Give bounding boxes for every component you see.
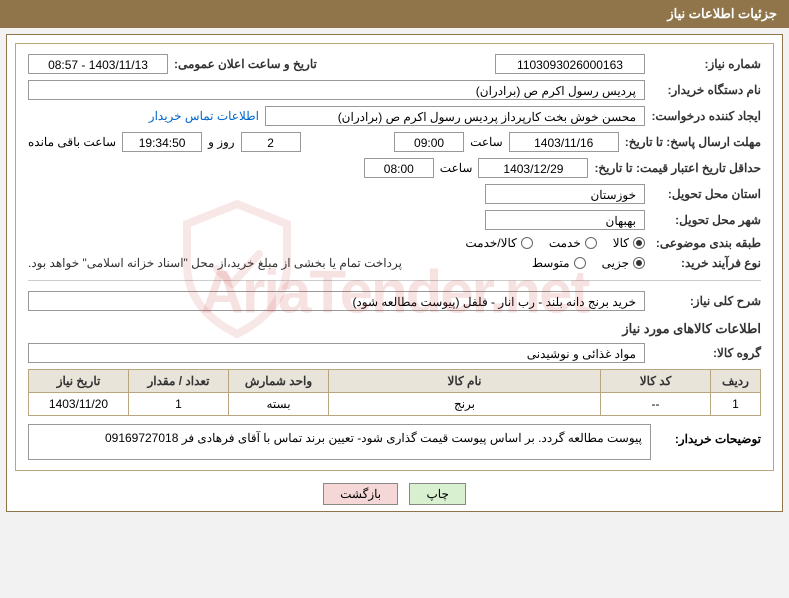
radio-icon bbox=[633, 257, 645, 269]
summary-label: شرح کلی نیاز: bbox=[651, 294, 761, 308]
row-requester: ایجاد کننده درخواست: محسن خوش بخت کارپرد… bbox=[28, 106, 761, 126]
radio-medium[interactable]: متوسط bbox=[532, 256, 586, 270]
radio-goods-service[interactable]: کالا/خدمت bbox=[465, 236, 532, 250]
th-unit: واحد شمارش bbox=[229, 370, 329, 393]
buyer-notes-box: توضیحات خریدار: پیوست مطالعه گردد. بر اس… bbox=[28, 424, 761, 460]
cell-row: 1 bbox=[711, 393, 761, 416]
buyer-org-value: پردیس رسول اکرم ص (برادران) bbox=[28, 80, 645, 100]
cell-code: -- bbox=[601, 393, 711, 416]
requester-label: ایجاد کننده درخواست: bbox=[651, 109, 761, 123]
radio-icon bbox=[633, 237, 645, 249]
table-header-row: ردیف کد کالا نام کالا واحد شمارش تعداد /… bbox=[29, 370, 761, 393]
category-label: طبقه بندی موضوعی: bbox=[651, 236, 761, 250]
goods-group-label: گروه کالا: bbox=[651, 346, 761, 360]
delivery-province-label: استان محل تحویل: bbox=[651, 187, 761, 201]
buyer-org-label: نام دستگاه خریدار: bbox=[651, 83, 761, 97]
delivery-city-value: بهبهان bbox=[485, 210, 645, 230]
radio-icon bbox=[521, 237, 533, 249]
valid-time-value: 08:00 bbox=[364, 158, 434, 178]
page-header: جزئیات اطلاعات نیاز bbox=[0, 0, 789, 28]
need-number-label: شماره نیاز: bbox=[651, 57, 761, 71]
need-number-value: 1103093026000163 bbox=[495, 54, 645, 74]
print-button[interactable]: چاپ bbox=[409, 483, 465, 505]
requester-value: محسن خوش بخت کارپرداز پردیس رسول اکرم ص … bbox=[265, 106, 645, 126]
cell-qty: 1 bbox=[129, 393, 229, 416]
cell-need-date: 1403/11/20 bbox=[29, 393, 129, 416]
radio-minor[interactable]: جزیی bbox=[602, 256, 645, 270]
process-radio-group: جزیی متوسط bbox=[532, 256, 645, 270]
valid-until-label: حداقل تاریخ اعتبار قیمت: تا تاریخ: bbox=[594, 161, 761, 175]
valid-time-label: ساعت bbox=[440, 161, 473, 175]
th-need-date: تاریخ نیاز bbox=[29, 370, 129, 393]
th-code: کد کالا bbox=[601, 370, 711, 393]
goods-group-value: مواد غذائی و نوشیدنی bbox=[28, 343, 645, 363]
row-valid-until: حداقل تاریخ اعتبار قیمت: تا تاریخ: 1403/… bbox=[28, 158, 761, 178]
table-row: 1 -- برنج بسته 1 1403/11/20 bbox=[29, 393, 761, 416]
radio-icon bbox=[585, 237, 597, 249]
process-type-label: نوع فرآیند خرید: bbox=[651, 256, 761, 270]
reply-time-value: 09:00 bbox=[394, 132, 464, 152]
reply-time-label: ساعت bbox=[470, 135, 503, 149]
announce-datetime-value: 1403/11/13 - 08:57 bbox=[28, 54, 168, 74]
summary-value: خرید برنج دانه بلند - رب انار - فلفل (پی… bbox=[28, 291, 645, 311]
th-qty: تعداد / مقدار bbox=[129, 370, 229, 393]
reply-deadline-label: مهلت ارسال پاسخ: تا تاریخ: bbox=[625, 135, 761, 149]
buyer-notes-label: توضیحات خریدار: bbox=[651, 424, 761, 460]
row-reply-deadline: مهلت ارسال پاسخ: تا تاریخ: 1403/11/16 سا… bbox=[28, 132, 761, 152]
radio-icon bbox=[574, 257, 586, 269]
delivery-city-label: شهر محل تحویل: bbox=[651, 213, 761, 227]
button-row: چاپ بازگشت bbox=[7, 483, 782, 505]
inner-frame: شماره نیاز: 1103093026000163 تاریخ و ساع… bbox=[15, 43, 774, 471]
radio-service[interactable]: خدمت bbox=[549, 236, 597, 250]
row-delivery-province: استان محل تحویل: خوزستان bbox=[28, 184, 761, 204]
row-category: طبقه بندی موضوعی: کالا خدمت کالا/خدمت bbox=[28, 236, 761, 250]
category-radio-group: کالا خدمت کالا/خدمت bbox=[465, 236, 645, 250]
th-name: نام کالا bbox=[329, 370, 601, 393]
remaining-time-value: 19:34:50 bbox=[122, 132, 202, 152]
row-buyer-org: نام دستگاه خریدار: پردیس رسول اکرم ص (بر… bbox=[28, 80, 761, 100]
radio-goods[interactable]: کالا bbox=[613, 236, 645, 250]
buyer-notes-content: پیوست مطالعه گردد. بر اساس پیوست قیمت گذ… bbox=[28, 424, 651, 460]
remaining-days-text: روز و bbox=[208, 135, 235, 149]
row-process-type: نوع فرآیند خرید: جزیی متوسط پرداخت تمام … bbox=[28, 256, 761, 270]
row-summary: شرح کلی نیاز: خرید برنج دانه بلند - رب ا… bbox=[28, 291, 761, 311]
delivery-province-value: خوزستان bbox=[485, 184, 645, 204]
th-row: ردیف bbox=[711, 370, 761, 393]
buyer-contact-link[interactable]: اطلاعات تماس خریدار bbox=[149, 109, 259, 123]
row-delivery-city: شهر محل تحویل: بهبهان bbox=[28, 210, 761, 230]
cell-name: برنج bbox=[329, 393, 601, 416]
row-need-number: شماره نیاز: 1103093026000163 تاریخ و ساع… bbox=[28, 54, 761, 74]
back-button[interactable]: بازگشت bbox=[323, 483, 398, 505]
reply-date-value: 1403/11/16 bbox=[509, 132, 619, 152]
remaining-days-value: 2 bbox=[241, 132, 301, 152]
row-goods-group: گروه کالا: مواد غذائی و نوشیدنی bbox=[28, 343, 761, 363]
cell-unit: بسته bbox=[229, 393, 329, 416]
goods-section-title: اطلاعات کالاهای مورد نیاز bbox=[28, 321, 761, 337]
goods-table: ردیف کد کالا نام کالا واحد شمارش تعداد /… bbox=[28, 369, 761, 416]
outer-frame: شماره نیاز: 1103093026000163 تاریخ و ساع… bbox=[6, 34, 783, 512]
process-note: پرداخت تمام یا بخشی از مبلغ خرید،از محل … bbox=[28, 256, 402, 270]
announce-datetime-label: تاریخ و ساعت اعلان عمومی: bbox=[174, 57, 317, 71]
valid-date-value: 1403/12/29 bbox=[478, 158, 588, 178]
remaining-time-text: ساعت باقی مانده bbox=[28, 135, 116, 149]
